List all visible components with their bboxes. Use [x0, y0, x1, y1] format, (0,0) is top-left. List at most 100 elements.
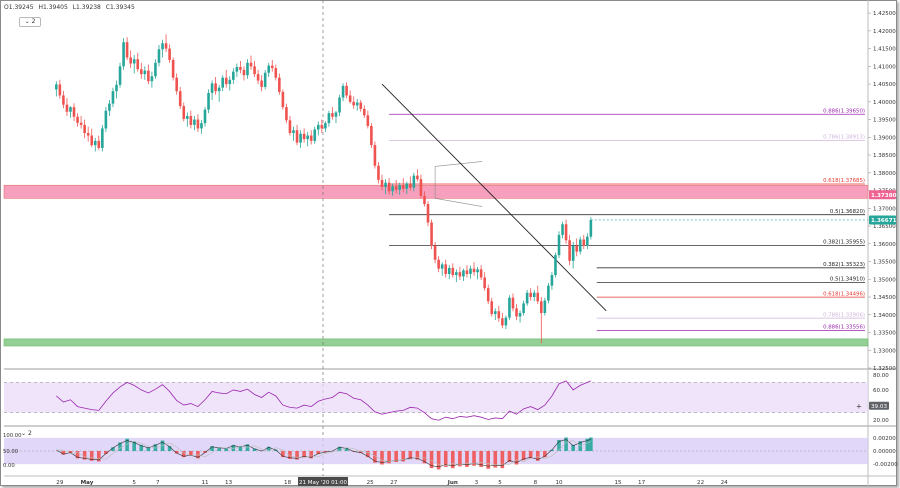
oscillator-bar: [387, 451, 391, 464]
oscillator-bar: [344, 447, 349, 451]
candle-body: [564, 224, 568, 241]
oscillator-bar: [514, 451, 519, 465]
candle-body: [405, 183, 409, 189]
candle-body: [416, 175, 419, 180]
oscillator-bar: [500, 451, 505, 469]
oscillator-bar: [238, 446, 243, 451]
rsi-crosshair-plus-icon: +: [856, 402, 862, 410]
candle-body: [370, 125, 373, 146]
candle-body: [363, 108, 366, 116]
oscillator-bar: [373, 451, 377, 463]
candle-body: [493, 311, 497, 315]
oscillator-bar: [535, 451, 540, 461]
oscillator-bar: [564, 437, 568, 451]
candle-body: [86, 133, 90, 136]
oscillator-bar: [366, 451, 370, 458]
oscillator-bar: [422, 451, 427, 464]
oscillator-bar: [231, 444, 236, 451]
current-price-tag-bg: [869, 215, 896, 225]
candle-body: [295, 130, 299, 143]
candle-body: [164, 43, 168, 49]
candle-body: [557, 234, 561, 256]
candle-body: [511, 297, 515, 309]
price-tick-label: 1.33000: [873, 348, 896, 354]
time-tick-label: 25: [367, 480, 375, 486]
oscillator-bar: [252, 448, 257, 451]
candle-body: [377, 165, 380, 180]
candle-body: [214, 83, 217, 92]
oscillator-bar: [316, 451, 321, 455]
oscillator-bar: [521, 451, 526, 461]
oscillator-bar: [274, 449, 278, 451]
oscillator-left-tick: 50.00: [3, 449, 19, 455]
indicator-toggle-button[interactable]: ⌄ 2: [19, 17, 41, 27]
candle-body: [168, 48, 171, 60]
oscillator-bar: [479, 451, 483, 467]
oscillator-bar: [394, 451, 398, 463]
oscillator-bar: [139, 444, 144, 451]
candle-body: [136, 59, 140, 70]
price-tick-label: 1.36500: [873, 224, 896, 230]
candle-body: [147, 70, 150, 82]
oscillator-tick-label: 0.00000: [873, 449, 896, 455]
oscillator-bar: [125, 438, 129, 451]
oscillator-bar: [408, 451, 413, 459]
price-tick-label: 1.42000: [873, 29, 896, 35]
candle-body: [302, 133, 306, 140]
oscillator-bar: [174, 451, 179, 454]
candle-body: [483, 277, 486, 289]
candle-body: [104, 110, 108, 129]
indicator-count: 2: [31, 18, 36, 25]
candle-body: [536, 292, 540, 302]
candle-body: [543, 300, 547, 313]
candle-body: [186, 116, 189, 119]
fib-level-label: 0.786(1.38913): [823, 135, 865, 141]
candle-body: [253, 66, 256, 75]
candle-body: [554, 255, 557, 276]
time-tick-label: 27: [390, 480, 398, 486]
candle-body: [278, 77, 281, 92]
candle-body: [129, 57, 132, 64]
price-tick-label: 1.39000: [873, 135, 896, 141]
oscillator-bar: [337, 446, 342, 451]
oscillator-bar: [104, 451, 108, 455]
candle-body: [150, 76, 154, 82]
price-tick-label: 1.33500: [873, 331, 896, 337]
candle-body: [501, 318, 504, 326]
candle-body: [582, 239, 586, 246]
candle-body: [348, 95, 352, 102]
candle-body: [228, 79, 232, 85]
candle-body: [578, 239, 582, 252]
oscillator-toggle[interactable]: ⌄ 2: [21, 430, 32, 437]
candle-body: [232, 71, 235, 80]
candle-body: [270, 65, 274, 69]
time-tick-label: 29: [56, 480, 64, 486]
oscillator-bar: [429, 451, 434, 469]
oscillator-bar: [436, 451, 441, 470]
time-crosshair-bg: [298, 477, 348, 486]
time-tick-label: 22: [697, 480, 704, 486]
time-tick-label: 3: [475, 480, 479, 486]
candle-body: [426, 204, 430, 223]
oscillator-bar: [82, 451, 87, 460]
candle-body: [338, 97, 341, 113]
candle-body: [359, 102, 363, 109]
oscillator-bar: [550, 449, 554, 451]
candle-body: [522, 303, 525, 313]
oscillator-bar: [153, 444, 158, 451]
candle-body: [175, 77, 178, 92]
candle-body: [274, 68, 278, 78]
open-value: O1.39245: [4, 4, 34, 11]
candle-body: [532, 292, 536, 298]
candle-body: [341, 85, 345, 98]
candle-body: [263, 72, 267, 87]
candle-body: [525, 292, 529, 304]
oscillator-bar: [465, 451, 469, 467]
candle-body: [508, 297, 511, 318]
oscillator-bar: [288, 451, 292, 459]
channel-bottom-line: [435, 198, 483, 207]
zone-price-tag-bg: [869, 190, 896, 200]
candle-body: [154, 62, 157, 77]
candle-body: [122, 42, 125, 67]
candle-body: [178, 91, 182, 107]
